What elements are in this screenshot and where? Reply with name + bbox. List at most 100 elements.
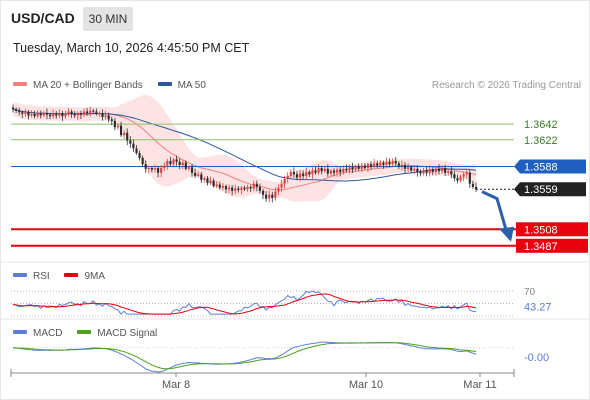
candle [283, 179, 286, 184]
legend-swatch [13, 273, 27, 278]
datetime-label: Tuesday, March 10, 2026 4:45:50 PM CET [13, 41, 250, 55]
candle [200, 174, 203, 180]
candle [268, 194, 271, 199]
candle [342, 168, 345, 172]
candle [422, 170, 425, 174]
candle [70, 111, 73, 114]
legend-ma50[interactable]: MA 50 [157, 80, 206, 91]
candle [419, 171, 422, 174]
candle [39, 113, 42, 116]
candle [160, 168, 163, 173]
candle [434, 168, 437, 172]
legend-ma20-bollinger[interactable]: MA 20 + Bollinger Bands [13, 80, 143, 91]
candle [382, 162, 385, 165]
macd-legend: MACD MACD Signal [13, 328, 169, 339]
candle [450, 171, 453, 175]
candle [95, 111, 98, 114]
forecast-arrowhead [499, 226, 514, 242]
candle [357, 166, 360, 169]
legend-swatch [13, 82, 27, 87]
macd-value-label: -0.00 [524, 352, 549, 364]
candle [295, 174, 299, 178]
legend-macd-signal[interactable]: MACD Signal [77, 328, 157, 339]
forecast-arrow [481, 190, 508, 231]
candle [227, 187, 231, 190]
candle [298, 173, 302, 178]
candle [126, 132, 129, 141]
candle [85, 111, 89, 114]
candle [203, 178, 206, 180]
candle [166, 160, 169, 166]
support-tag [516, 222, 588, 237]
candle [453, 174, 456, 179]
timeframe-button[interactable]: 30 MIN [83, 7, 133, 31]
candle [24, 112, 27, 114]
rsi-70-label: 70 [524, 287, 536, 298]
candle [388, 161, 391, 165]
candle [197, 174, 200, 176]
candle [376, 163, 379, 166]
candle [184, 162, 187, 169]
candle [21, 112, 24, 114]
pivot-tag [514, 159, 586, 174]
candle [400, 164, 404, 166]
candle [407, 167, 410, 169]
candle [302, 173, 305, 176]
candle [153, 168, 157, 170]
candle [444, 168, 447, 173]
candle [144, 164, 147, 169]
candle [181, 162, 184, 165]
candle [221, 186, 224, 188]
candle [113, 120, 116, 128]
research-credit: Research © 2026 Trading Central [431, 80, 581, 91]
candle [187, 167, 191, 169]
rsi-9ma-line [12, 293, 477, 315]
candle [249, 186, 252, 189]
candle [348, 167, 351, 171]
candle [58, 113, 61, 116]
candle [194, 172, 197, 176]
candle [345, 168, 348, 171]
candle [286, 175, 289, 180]
candle [76, 113, 79, 116]
rsi-line [12, 290, 477, 315]
candle [413, 168, 416, 171]
candle [92, 110, 95, 112]
candle [73, 113, 76, 116]
last-price-label: 1.3559 [524, 184, 558, 196]
candle [391, 160, 394, 165]
candle [305, 171, 308, 176]
candle [379, 162, 382, 166]
candle [224, 186, 228, 190]
candle [320, 168, 323, 172]
candle [172, 159, 175, 165]
legend-macd[interactable]: MACD [13, 328, 62, 339]
support-label: 1.3508 [524, 224, 558, 236]
candle [169, 160, 172, 165]
candle [456, 178, 459, 181]
candle [323, 168, 326, 172]
macd-line [12, 341, 477, 373]
legend-swatch [157, 82, 172, 87]
candle [440, 168, 444, 172]
x-tick-label: Mar 8 [162, 379, 190, 391]
candle [243, 187, 246, 190]
candle [471, 183, 474, 187]
candle [447, 171, 450, 173]
candle [351, 167, 354, 170]
candle [280, 183, 283, 188]
price-panel: 1.3642 1.3622 1.3588 1.3559 1.3508 1.3487 [11, 94, 588, 253]
candle [190, 167, 194, 173]
candle [209, 180, 212, 183]
legend-rsi[interactable]: RSI [13, 271, 50, 282]
candle [416, 168, 419, 172]
candle [67, 111, 70, 114]
legend-rsi-9ma[interactable]: 9MA [64, 271, 105, 282]
candle [212, 180, 215, 187]
x-tick-label: Mar 11 [463, 379, 496, 391]
candle [141, 157, 144, 165]
candle [261, 190, 265, 195]
candle [255, 183, 258, 187]
candle [289, 171, 292, 176]
